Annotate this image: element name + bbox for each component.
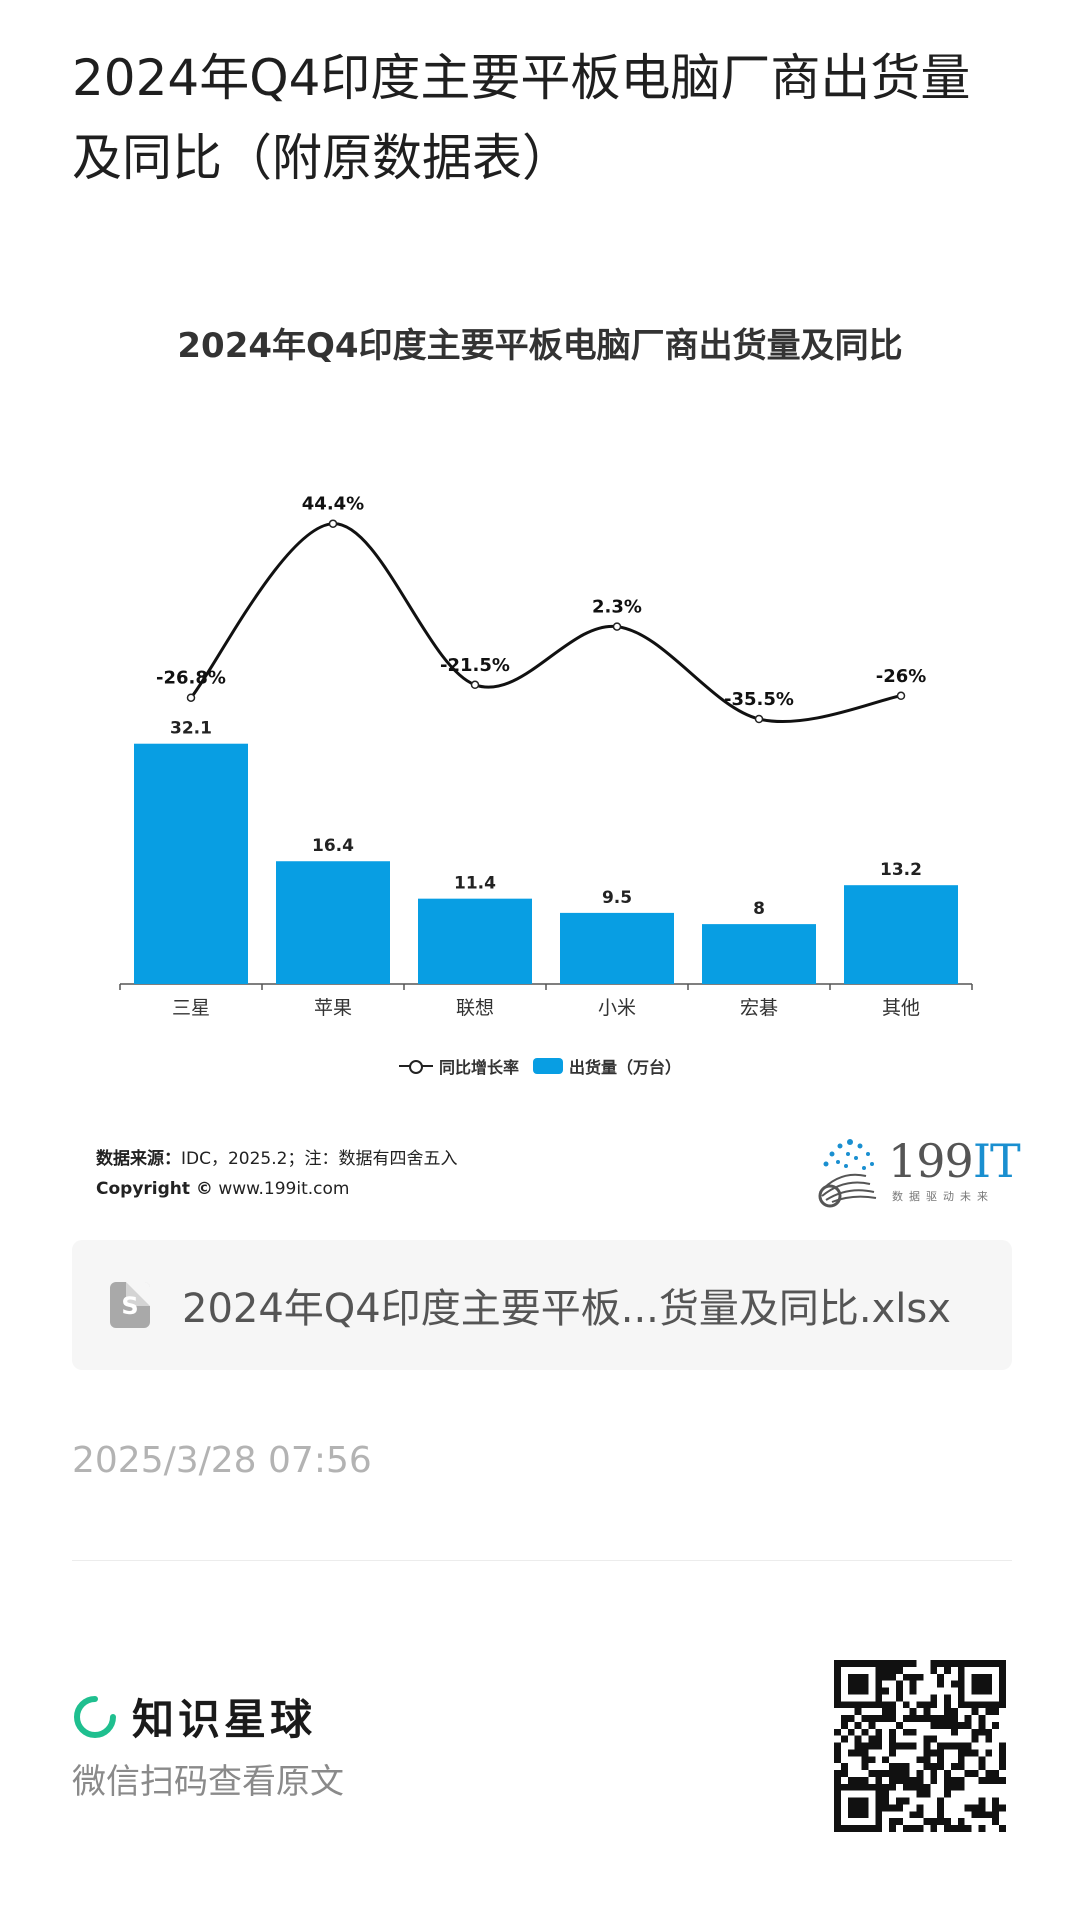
bar [418,898,532,984]
x-tick-label: 苹果 [314,997,352,1019]
growth-point [754,714,764,724]
brand: 知识星球 [72,1686,316,1747]
growth-value-label: -35.5% [724,689,794,710]
dots-logo-icon [818,1139,877,1208]
growth-value-label: -26.8% [156,668,226,689]
growth-value-label: -26% [876,666,927,687]
legend-label-shipments: 出货量（万台） [569,1058,682,1077]
zsxq-logo-icon [74,1695,116,1738]
brand-name: 知识星球 [132,1695,317,1744]
chart-title: 2024年Q4印度主要平板电脑厂商出货量及同比 [177,326,903,366]
x-tick-label: 三星 [172,997,210,1019]
chart: 32.1 三星 16.4 苹果 11.4 联想 9.5 小米 8 宏碁 13.2 其他 -26.8% 44… [119,494,973,1019]
growth-point [612,622,622,631]
chart-legend: 同比增长率 出货量（万台） [0,1054,1080,1078]
growth-value-label: -21.5% [440,655,510,676]
logo-text: 199IT [888,1134,1021,1188]
growth-point [186,693,196,702]
file-attachment[interactable]: S 2024年Q4印度主要平板...货量及同比.xlsx [72,1240,1012,1370]
growth-value-label: 44.4% [302,494,364,515]
bar [276,861,390,984]
brand-logo: 199IT 数据驱动未来 [810,1130,1021,1210]
source-label: 数据来源： [96,1149,181,1169]
x-tick-label: 其他 [882,997,920,1019]
source-site: www.199it.com [218,1179,350,1199]
growth-point [470,680,480,690]
chart-source: 数据来源：IDC，2025.2；注：数据有四舍五入 Copyright © ww… [96,1144,457,1204]
bar-value-label: 11.4 [454,874,496,894]
growth-line [189,522,902,724]
page-title: 2024年Q4印度主要平板电脑厂商出货量及同比（附原数据表） [72,49,971,187]
bar [844,885,958,984]
logo-subtitle: 数据驱动未来 [892,1190,994,1203]
growth-point [328,519,338,528]
x-tick-label: 宏碁 [740,997,778,1019]
divider [72,1560,1012,1561]
qr-code-icon[interactable] [834,1660,1006,1832]
bar [702,924,816,984]
file-name: 2024年Q4印度主要平板...货量及同比.xlsx [182,1286,951,1332]
growth-value-label: 2.3% [592,597,642,618]
legend-item-shipments: 出货量（万台） [533,1054,681,1078]
bar-value-label: 8 [753,899,765,919]
bar-value-label: 16.4 [312,836,354,856]
x-tick-label: 联想 [456,997,494,1019]
source-text: IDC，2025.2；注：数据有四舍五入 [181,1149,458,1169]
bar-value-label: 32.1 [170,719,212,739]
bar [560,912,674,984]
growth-point [896,691,906,701]
spreadsheet-icon: S [110,1282,150,1328]
bar-swatch-icon [533,1058,563,1074]
brand-subtitle: 微信扫码查看原文 [72,1762,344,1802]
legend-item-growth: 同比增长率 [398,1054,519,1078]
copyright-label: Copyright © [96,1179,213,1199]
x-tick-label: 小米 [598,997,636,1019]
bar-value-label: 9.5 [602,888,632,908]
bar-value-label: 13.2 [880,860,922,880]
legend-label-growth: 同比增长率 [438,1058,519,1077]
post-timestamp: 2025/3/28 07:56 [72,1440,372,1481]
bar [134,743,248,984]
line-marker-icon [398,1059,433,1074]
